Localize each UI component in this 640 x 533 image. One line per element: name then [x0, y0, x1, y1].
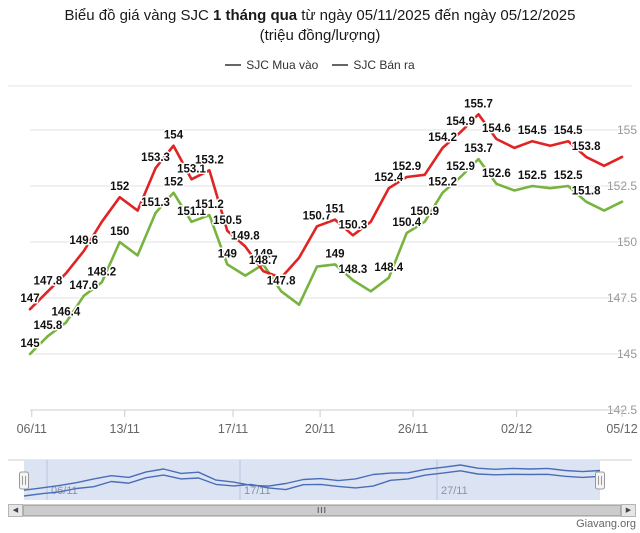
data-label: 150.5 [213, 215, 242, 227]
data-label: 148.3 [339, 264, 368, 276]
data-label: 155.7 [464, 98, 493, 110]
y-axis-label: 155 [617, 123, 637, 137]
data-label: 151.3 [141, 197, 170, 209]
x-axis-label: 26/11 [398, 422, 428, 436]
y-axis-label: 147.5 [607, 291, 637, 305]
data-label: 152.9 [392, 161, 421, 173]
data-label: 152.4 [374, 172, 403, 184]
chart-title-period: 1 tháng qua [212, 7, 298, 24]
data-label: 145 [20, 338, 40, 350]
scrollbar-left-arrow-icon[interactable]: ◀ [8, 504, 23, 517]
navigator-right-handle[interactable] [595, 471, 605, 490]
navigator-date-label: 27/11 [441, 485, 468, 497]
data-label: 152 [164, 177, 183, 189]
series-line-ban-ra[interactable] [28, 113, 624, 311]
scrollbar-thumb[interactable]: III [23, 505, 621, 516]
chart-title-prefix: Biểu đồ giá vàng SJC [64, 7, 213, 24]
data-label: 154.2 [428, 132, 457, 144]
data-label: 150.9 [410, 206, 439, 218]
data-label: 152 [110, 181, 129, 193]
data-label: 148.4 [374, 262, 403, 274]
x-axis-label: 05/12 [606, 422, 637, 436]
data-label: 148.2 [87, 266, 116, 278]
data-label: 151.1 [177, 206, 206, 218]
x-axis-label: 06/11 [17, 422, 47, 436]
legend-item-sell[interactable]: SJC Bán ra [332, 58, 415, 72]
legend-label-sell: SJC Bán ra [353, 58, 415, 72]
credit-link[interactable]: Giavang.org [576, 518, 636, 530]
data-label: 153.7 [464, 143, 493, 155]
data-label: 147.8 [34, 275, 63, 287]
legend-line-icon [225, 64, 242, 66]
data-label: 154.5 [554, 125, 583, 137]
y-axis-label: 152.5 [607, 179, 637, 193]
y-axis-label: 145 [617, 347, 637, 361]
data-label: 148.7 [249, 255, 278, 267]
data-label: 149 [254, 248, 273, 260]
series-line-mua-vao[interactable] [28, 157, 624, 356]
data-label: 149.8 [231, 230, 260, 242]
x-axis-label: 13/11 [110, 422, 140, 436]
data-label: 152.9 [446, 161, 475, 173]
data-label: 150 [110, 226, 129, 238]
data-label: 152.6 [482, 168, 511, 180]
legend-item-buy[interactable]: SJC Mua vào [225, 58, 318, 72]
data-label: 153.1 [177, 163, 206, 175]
data-label: 147 [20, 293, 39, 305]
data-label: 149 [218, 248, 237, 260]
y-axis-label: 150 [617, 235, 637, 249]
data-label: 147.8 [267, 275, 296, 287]
navigator-left-handle[interactable] [19, 471, 29, 490]
data-label: 149 [325, 248, 344, 260]
chart-title-suffix: từ ngày 05/11/2025 đến ngày 05/12/2025 (… [259, 7, 576, 45]
data-label: 151.2 [195, 199, 224, 211]
data-label: 150.4 [392, 217, 421, 229]
legend-label-buy: SJC Mua vào [246, 58, 319, 72]
data-label: 150.3 [339, 219, 368, 231]
data-label: 150.7 [303, 210, 332, 222]
data-label: 154.5 [518, 125, 547, 137]
data-label: 154.6 [482, 123, 511, 135]
data-label: 153.3 [141, 152, 170, 164]
scrollbar-right-arrow-icon[interactable]: ▶ [621, 504, 636, 517]
legend-line-icon [332, 64, 349, 66]
navigator-series-mua-vao [23, 470, 601, 497]
navigator-series-ban-ra [23, 464, 601, 491]
data-label: 153.8 [572, 141, 601, 153]
data-label: 154.9 [446, 116, 475, 128]
legend: SJC Mua vào SJC Bán ra [0, 58, 640, 72]
data-label: 145.8 [34, 320, 63, 332]
scrollbar-grip-icon: III [317, 505, 327, 515]
data-label: 151.8 [572, 186, 601, 198]
scrollbar-track[interactable]: III [23, 504, 621, 517]
data-label: 149.6 [69, 235, 98, 247]
x-axis-label: 02/12 [501, 422, 532, 436]
data-label: 152.5 [554, 170, 583, 182]
navigator-date-label: 17/11 [244, 485, 271, 497]
chart-title: Biểu đồ giá vàng SJC 1 tháng qua từ ngày… [0, 6, 640, 47]
data-label: 151 [325, 204, 345, 216]
data-label: 154 [164, 130, 184, 142]
data-label: 152.5 [518, 170, 547, 182]
x-axis-label: 17/11 [218, 422, 248, 436]
data-label: 146.4 [51, 307, 80, 319]
data-label: 147.6 [69, 280, 98, 292]
x-axis-label: 20/11 [305, 422, 335, 436]
data-label: 153.2 [195, 154, 224, 166]
chart-scrollbar[interactable]: ◀ III ▶ [8, 504, 636, 517]
navigator-selected-range[interactable] [24, 460, 600, 500]
data-label: 152.2 [428, 177, 457, 189]
